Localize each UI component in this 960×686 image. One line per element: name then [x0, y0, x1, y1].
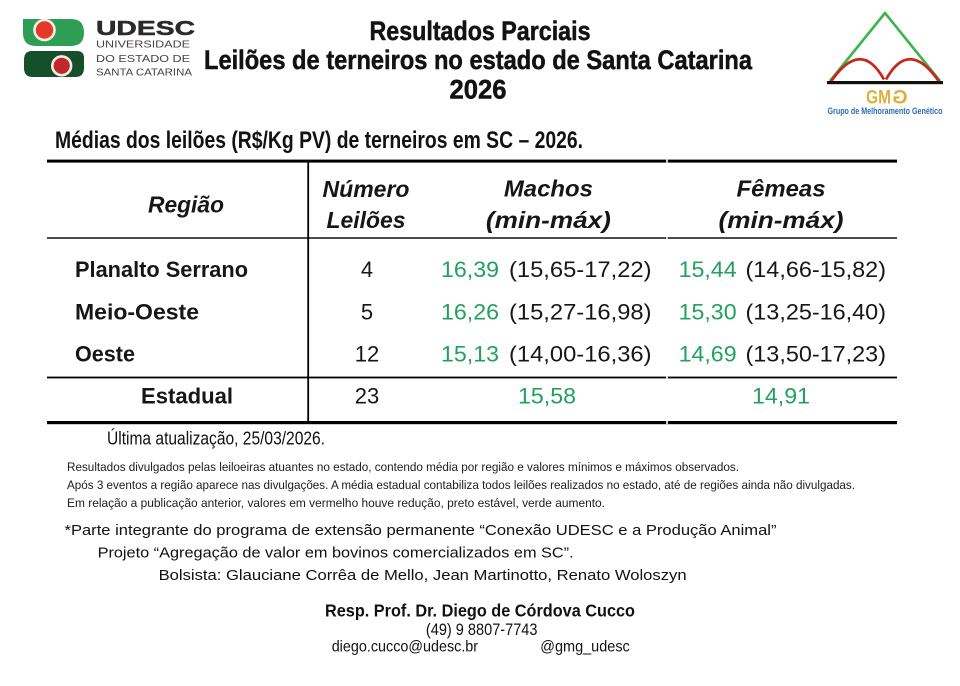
svg-text:(15,65-17,22): (15,65-17,22) [509, 257, 652, 282]
svg-text:14,91: 14,91 [752, 384, 810, 409]
svg-text:Região: Região [148, 192, 224, 218]
svg-text:Meio-Oeste: Meio-Oeste [75, 300, 199, 325]
svg-text:(15,27-16,98): (15,27-16,98) [509, 300, 652, 325]
svg-text:Resultados divulgados pelas le: Resultados divulgados pelas leiloeiras a… [67, 460, 739, 474]
svg-text:23: 23 [355, 384, 379, 409]
svg-text:Oeste: Oeste [75, 342, 135, 367]
svg-text:@gmg_udesc: @gmg_udesc [540, 638, 630, 655]
svg-text:15,44: 15,44 [679, 257, 737, 282]
svg-text:16,26: 16,26 [441, 300, 499, 325]
svg-text:Médias dos leilões (R$/Kg PV): Médias dos leilões (R$/Kg PV) de terneir… [55, 127, 583, 154]
svg-text:UNIVERSIDADE: UNIVERSIDADE [96, 40, 190, 51]
svg-text:Em relação a publicação anteri: Em relação a publicação anterior, valore… [67, 496, 605, 510]
svg-text:2026: 2026 [450, 74, 507, 104]
svg-text:(13,25-16,40): (13,25-16,40) [746, 300, 887, 325]
svg-text:15,13: 15,13 [441, 342, 499, 367]
svg-text:Número: Número [323, 176, 410, 202]
svg-text:15,58: 15,58 [518, 384, 576, 409]
svg-text:14,69: 14,69 [679, 342, 737, 367]
svg-text:Última atualização, 25/03/2026: Última atualização, 25/03/2026. [107, 427, 325, 448]
svg-text:(14,00-16,36): (14,00-16,36) [509, 342, 652, 367]
svg-text:(min-máx): (min-máx) [719, 207, 844, 233]
svg-text:(13,50-17,23): (13,50-17,23) [746, 342, 887, 367]
svg-text:Resultados Parciais: Resultados Parciais [370, 16, 591, 46]
svg-text:16,39: 16,39 [441, 257, 499, 282]
svg-text:Após 3 eventos a região aparec: Após 3 eventos a região aparece nas divu… [67, 478, 855, 492]
svg-text:(49) 9 8807-7743: (49) 9 8807-7743 [426, 621, 538, 639]
svg-text:DO ESTADO DE: DO ESTADO DE [96, 54, 190, 65]
svg-text:G: G [892, 87, 907, 109]
svg-text:(min-máx): (min-máx) [486, 207, 611, 233]
svg-text:Machos: Machos [504, 176, 593, 202]
svg-text:Projeto “Agregação de valor em: Projeto “Agregação de valor em bovinos c… [98, 545, 574, 562]
svg-text:5: 5 [361, 300, 373, 325]
svg-text:GM: GM [866, 87, 891, 109]
svg-text:4: 4 [361, 257, 373, 282]
svg-text:(14,66-15,82): (14,66-15,82) [746, 257, 887, 282]
svg-text:diego.cucco@udesc.br: diego.cucco@udesc.br [332, 638, 479, 655]
svg-text:Fêmeas: Fêmeas [737, 176, 826, 202]
svg-text:Bolsista: Glauciane Corrêa de: Bolsista: Glauciane Corrêa de Mello, Jea… [159, 567, 687, 584]
svg-text:Leilões: Leilões [327, 207, 406, 233]
svg-text:Estadual: Estadual [141, 384, 233, 409]
svg-text:Leilões de terneiros no estado: Leilões de terneiros no estado de Santa … [204, 45, 753, 75]
svg-text:Resp. Prof. Dr. Diego de Córdo: Resp. Prof. Dr. Diego de Córdova Cucco [325, 601, 635, 621]
svg-text:12: 12 [355, 342, 379, 367]
svg-text:15,30: 15,30 [679, 300, 737, 325]
svg-text:Planalto Serrano: Planalto Serrano [75, 257, 248, 282]
svg-text:*Parte integrante do programa: *Parte integrante do programa de extensã… [65, 522, 777, 539]
svg-text:Grupo de Melhoramento Genético: Grupo de Melhoramento Genético [828, 106, 944, 116]
svg-text:UDESC: UDESC [96, 17, 195, 40]
svg-text:SANTA CATARINA: SANTA CATARINA [96, 67, 192, 78]
